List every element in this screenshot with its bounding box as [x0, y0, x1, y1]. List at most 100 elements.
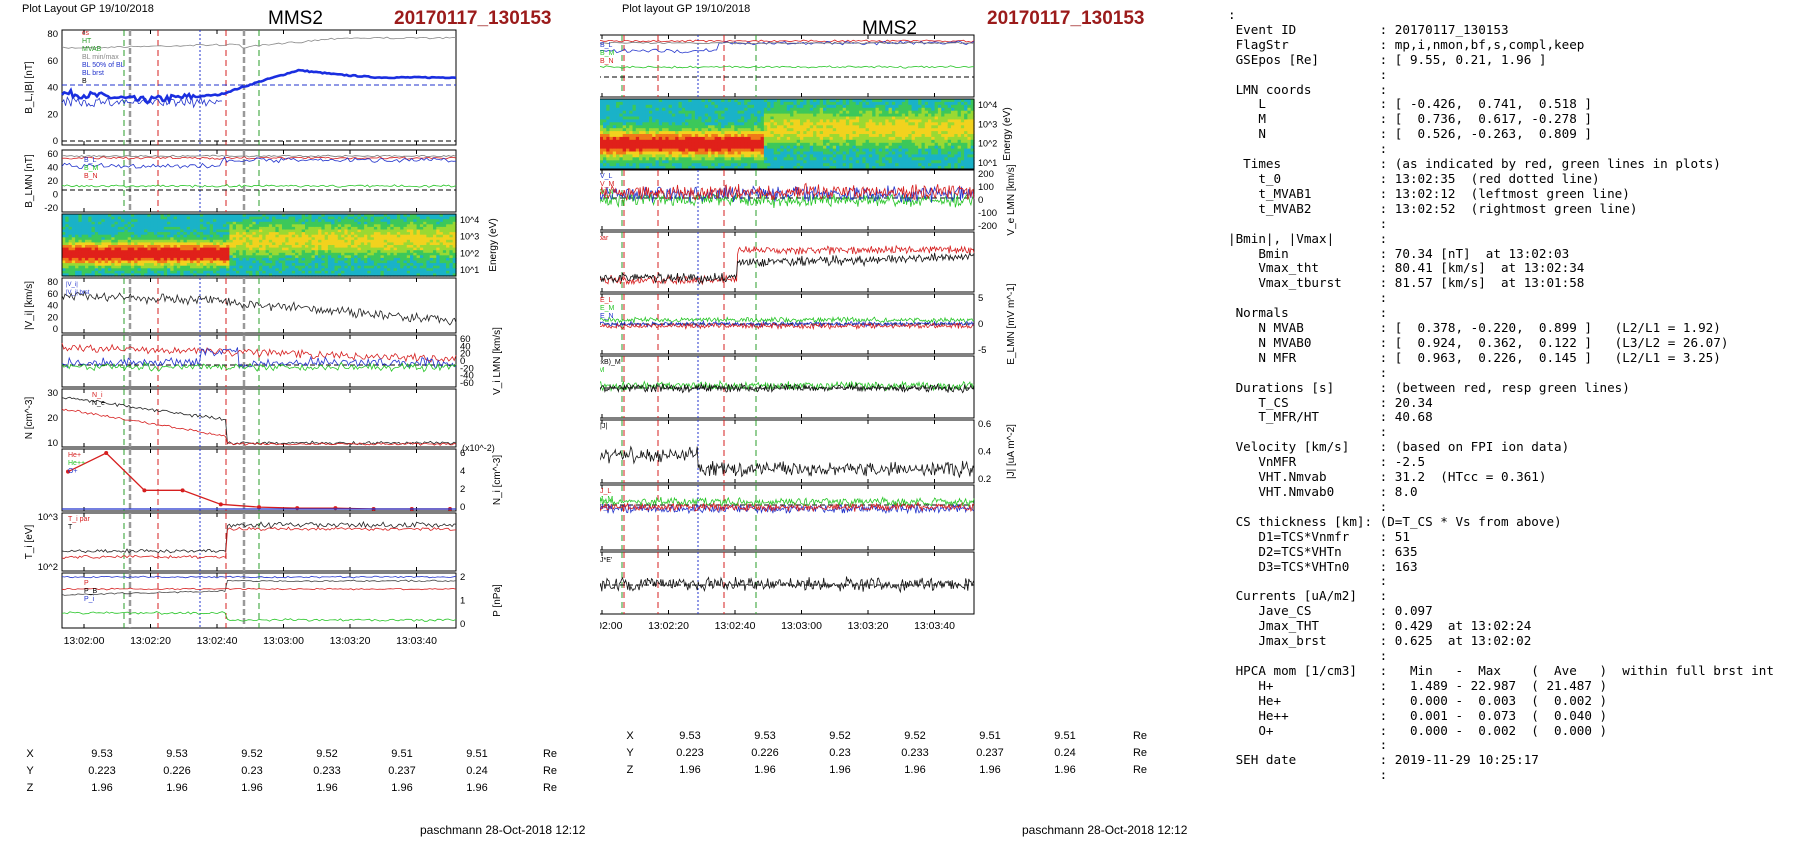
- spectrogram-cell: [285, 257, 290, 262]
- spectrogram-cell: [137, 226, 142, 231]
- spectrogram-cell: [311, 257, 316, 262]
- spectrogram-cell: [419, 252, 424, 256]
- spectrogram-cell: [717, 163, 722, 167]
- spectrogram-cell: [196, 255, 201, 259]
- spectrogram-cell: [357, 270, 362, 274]
- spectrogram-cell: [311, 270, 316, 274]
- spectrogram-cell: [350, 229, 355, 233]
- spectrogram-cell: [334, 232, 339, 236]
- spectrogram-cell: [314, 234, 319, 238]
- spectrogram-cell: [176, 250, 181, 254]
- spectrogram-cell: [157, 242, 162, 246]
- spectrogram-cell: [275, 263, 280, 267]
- spectrogram-cell: [259, 229, 263, 233]
- spectrogram-cell: [760, 139, 765, 144]
- spectrogram-cell: [626, 99, 630, 103]
- spectrogram-cell: [108, 214, 112, 218]
- spectrogram-cell: [180, 263, 185, 267]
- spectrogram-cell: [714, 151, 719, 155]
- spectrogram-cell: [216, 226, 221, 231]
- spectrogram-cell: [150, 257, 155, 262]
- spectrogram-cell: [383, 257, 388, 262]
- y-tick-label: 80: [47, 29, 58, 40]
- spectrogram-cell: [685, 166, 689, 170]
- spectrogram-cell: [308, 242, 313, 246]
- spectrogram-cell: [265, 250, 270, 254]
- spectrogram-cell: [229, 224, 234, 228]
- spectrogram-cell: [291, 247, 296, 251]
- spectrogram-cell: [632, 107, 637, 112]
- spectrogram-cell: [622, 99, 627, 103]
- spectrogram-cell: [65, 239, 70, 243]
- spectrogram-cell: [157, 270, 162, 274]
- spectrogram-cell: [104, 229, 109, 233]
- spectrogram-cell: [176, 239, 181, 243]
- spectrogram-cell: [639, 122, 643, 126]
- spectrogram-cell: [301, 229, 306, 233]
- spectrogram-cell: [321, 252, 326, 256]
- spectrogram-cell: [780, 107, 785, 112]
- spectrogram-cell: [268, 263, 273, 267]
- spectrogram-cell: [295, 216, 299, 220]
- spectrogram-cell: [262, 214, 267, 218]
- spectrogram-cell: [678, 104, 683, 109]
- spectrogram-cell: [675, 99, 680, 103]
- spectrogram-cell: [176, 221, 181, 225]
- spectrogram-cell: [98, 219, 102, 223]
- spectrogram-cell: [780, 101, 785, 106]
- spectrogram-cell: [344, 270, 349, 274]
- spectrogram-cell: [190, 263, 194, 267]
- bl-series-line: [61, 68, 457, 105]
- spectrogram-cell: [308, 255, 313, 259]
- spectrogram-cell: [675, 151, 680, 155]
- spectrogram-cell: [708, 128, 712, 132]
- spectrogram-cell: [714, 99, 719, 103]
- spectrogram-cell: [104, 247, 109, 251]
- spectrogram-cell: [108, 270, 112, 274]
- spectrogram-cell: [760, 110, 765, 115]
- spectrogram-cell: [157, 219, 162, 223]
- spectrogram-cell: [777, 101, 781, 106]
- spectrogram-cell: [85, 250, 89, 254]
- spectrogram-cell: [68, 255, 73, 259]
- spectrogram-cell: [288, 224, 293, 228]
- spectrogram-cell: [278, 247, 283, 251]
- spectrogram-cell: [219, 234, 224, 238]
- spectrogram-cell: [334, 270, 339, 274]
- spectrogram-cell: [383, 268, 388, 272]
- spectrogram-cell: [449, 224, 454, 228]
- spectrogram-cell: [364, 273, 368, 277]
- spectrogram-cell: [685, 151, 689, 155]
- spectrogram-cell: [649, 99, 653, 103]
- spectrogram-cell: [190, 219, 194, 223]
- spectrogram-cell: [108, 247, 112, 251]
- spectrogram-cell: [731, 148, 735, 153]
- spectrogram-cell: [357, 247, 362, 251]
- spectrogram-cell: [439, 219, 444, 223]
- spectrogram-cell: [62, 263, 66, 267]
- spectrogram-cell: [809, 136, 814, 141]
- spectrogram-cell: [387, 214, 391, 218]
- spectrogram-cell: [754, 99, 758, 103]
- spectrogram-cell: [410, 226, 414, 231]
- spectrogram-cell: [612, 160, 617, 164]
- spectrogram-cell: [334, 224, 339, 228]
- y-tick-label: 1: [460, 596, 465, 607]
- spectrogram-cell: [170, 221, 175, 225]
- spectrogram-cell: [685, 107, 689, 112]
- spectrogram-cell: [147, 255, 152, 259]
- spectrogram-cell: [341, 229, 345, 233]
- spectrogram-cell: [439, 239, 444, 243]
- spectrogram-cell: [442, 239, 447, 243]
- spectrogram-cell: [291, 255, 296, 259]
- spectrogram-cell: [288, 237, 293, 241]
- spectrogram-cell: [750, 110, 755, 115]
- spectrogram-cell: [295, 242, 299, 246]
- spectrogram-cell: [763, 145, 768, 150]
- spectrogram-cell: [147, 239, 152, 243]
- spectrogram-cell: [114, 255, 119, 259]
- spectrogram-cell: [639, 116, 643, 120]
- spectrogram-cell: [635, 142, 640, 147]
- spectrogram-cell: [288, 268, 293, 272]
- spectrogram-cell: [622, 151, 627, 155]
